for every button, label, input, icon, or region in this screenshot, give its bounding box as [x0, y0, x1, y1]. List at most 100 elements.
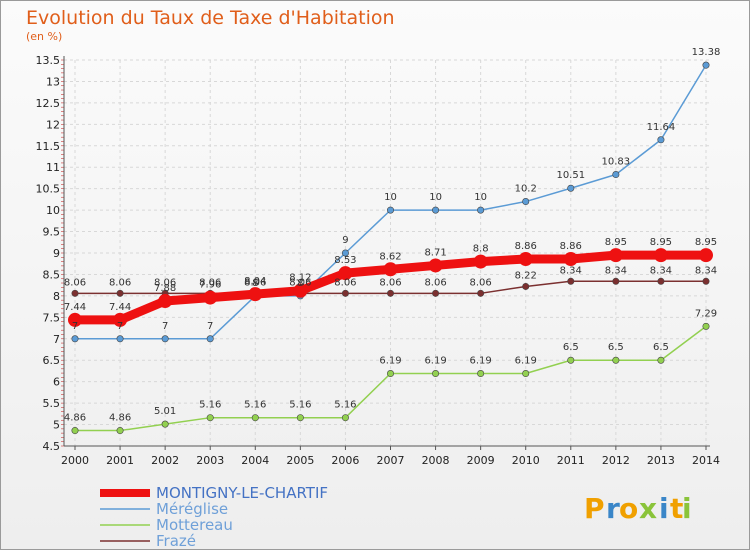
logo-letter: i — [682, 492, 692, 525]
data-label: 10.2 — [515, 184, 537, 195]
data-label: 8.06 — [289, 277, 311, 288]
data-point — [702, 322, 710, 330]
x-tick-label: 2002 — [151, 454, 179, 467]
data-label: 8.71 — [424, 247, 446, 258]
data-point — [657, 356, 665, 364]
data-label: 8.06 — [64, 277, 86, 288]
data-label: 6.19 — [424, 356, 446, 367]
data-point — [612, 356, 620, 364]
data-point — [477, 206, 485, 214]
data-point — [428, 258, 443, 273]
data-point — [567, 277, 575, 285]
data-label: 5.16 — [334, 400, 356, 411]
data-point — [702, 277, 710, 285]
series-line-2 — [71, 322, 710, 435]
data-point — [612, 277, 620, 285]
data-point — [477, 370, 485, 378]
y-tick-label: 8.5 — [43, 268, 61, 281]
logo-letter: o — [619, 492, 638, 525]
chart-subtitle: (en %) — [26, 30, 62, 43]
data-label: 8.62 — [379, 251, 401, 262]
x-tick-label: 2007 — [377, 454, 405, 467]
y-tick-label: 10.5 — [36, 183, 61, 196]
data-label: 8.04 — [244, 276, 266, 287]
data-label: 4.86 — [64, 413, 86, 424]
data-label: 8 — [297, 278, 303, 289]
y-tick-label: 5 — [53, 419, 60, 432]
logo-letter: t — [670, 492, 683, 525]
data-label: 6.5 — [653, 342, 669, 353]
data-label: 7.44 — [109, 302, 131, 313]
y-tick-label: 9 — [53, 247, 60, 260]
data-point — [341, 289, 349, 297]
data-label: 5.16 — [199, 400, 221, 411]
data-label: 7 — [162, 321, 168, 332]
data-label: 8.34 — [695, 265, 717, 276]
series-main — [68, 248, 713, 327]
data-label: 8.06 — [244, 277, 266, 288]
data-label: 5.16 — [289, 400, 311, 411]
legend-label: MONTIGNY-LE-CHARTIF — [156, 484, 328, 502]
data-point — [158, 294, 173, 309]
data-label: 7.96 — [199, 280, 221, 291]
data-point — [203, 290, 218, 305]
data-label: 8.06 — [154, 277, 176, 288]
data-label: 7 — [72, 321, 78, 332]
data-label: 7 — [207, 321, 213, 332]
data-label: 8.34 — [560, 265, 582, 276]
legend-label: Méréglise — [156, 500, 228, 518]
data-label: 11.64 — [647, 122, 676, 133]
legend-label: Mottereau — [156, 516, 233, 534]
y-tick-label: 12.5 — [36, 97, 61, 110]
data-point — [522, 282, 530, 290]
data-label: 10 — [384, 192, 397, 203]
x-tick-label: 2013 — [647, 454, 675, 467]
y-tick-label: 13 — [46, 75, 60, 88]
data-label: 10.51 — [556, 170, 585, 181]
data-label: 7 — [117, 321, 123, 332]
legend: MONTIGNY-LE-CHARTIFMérégliseMottereauFra… — [100, 484, 328, 550]
data-point — [567, 356, 575, 364]
logo-letter: r — [606, 492, 620, 525]
chart-title: Evolution du Taux de Taxe d'Habitation — [26, 7, 395, 29]
series-layer — [68, 61, 713, 435]
data-point — [699, 248, 713, 263]
data-label: 8.06 — [109, 277, 131, 288]
data-label: 6.5 — [563, 342, 579, 353]
x-tick-label: 2012 — [602, 454, 630, 467]
y-tick-label: 4.5 — [43, 440, 61, 453]
data-point — [473, 254, 488, 269]
y-tick-label: 11 — [46, 161, 60, 174]
data-point — [477, 289, 485, 297]
data-label: 8.34 — [605, 265, 627, 276]
data-point — [653, 248, 668, 263]
data-label: 6.19 — [470, 356, 492, 367]
data-point — [386, 370, 394, 378]
data-label: 9 — [342, 235, 348, 246]
x-tick-label: 2005 — [286, 454, 314, 467]
data-point — [432, 289, 440, 297]
data-label: 8.86 — [515, 241, 537, 252]
data-label: 8.22 — [515, 270, 537, 281]
data-label: 8.06 — [334, 277, 356, 288]
data-label: 8.34 — [650, 265, 672, 276]
y-tick-label: 10 — [46, 204, 60, 217]
logo-letter: i — [659, 492, 669, 525]
data-point — [161, 335, 169, 343]
data-label: 8.95 — [695, 237, 717, 248]
data-point — [251, 414, 259, 422]
data-point — [341, 249, 349, 257]
x-tick-label: 2010 — [512, 454, 540, 467]
data-label: 10.83 — [602, 157, 631, 168]
data-point — [432, 206, 440, 214]
data-point — [563, 252, 578, 267]
data-label: 10 — [474, 192, 487, 203]
data-point — [341, 414, 349, 422]
data-label: 10 — [429, 192, 442, 203]
data-point — [116, 335, 124, 343]
data-point — [702, 61, 710, 69]
data-point — [386, 206, 394, 214]
data-point — [522, 370, 530, 378]
y-tick-label: 7 — [53, 333, 60, 346]
data-label: 6.19 — [515, 356, 537, 367]
